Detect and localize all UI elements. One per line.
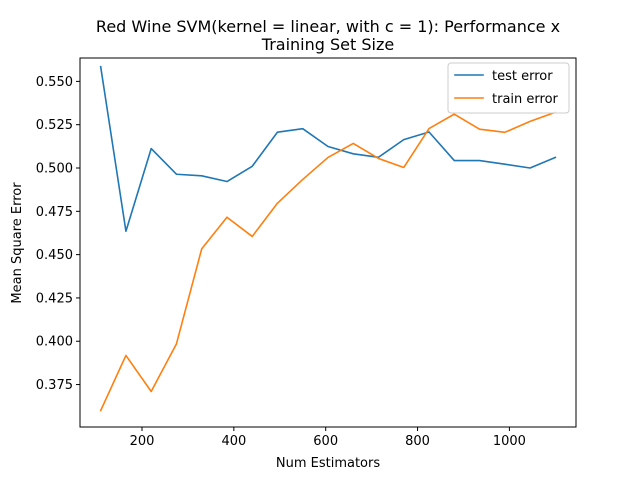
chart-title-line-1: Red Wine SVM(kernel = linear, with c = 1… [96, 17, 560, 36]
series-line-test-error [99, 65, 557, 233]
y-tick-label: 0.475 [36, 205, 73, 220]
y-tick-label: 0.375 [36, 378, 73, 393]
legend-label-train-error: train error [492, 92, 559, 107]
legend: test error train error [447, 62, 570, 114]
plot-frame [79, 57, 577, 428]
x-tick-label: 200 [130, 434, 155, 449]
y-tick-label: 0.525 [36, 118, 73, 133]
ticks-layer: 200 400 600 800 1000 0.375 0.400 0.425 0.450 0.47… [36, 75, 526, 449]
x-tick-label: 600 [313, 434, 338, 449]
y-tick-label: 0.425 [36, 291, 73, 306]
plot-area [80, 58, 576, 427]
y-tick-label: 0.450 [36, 248, 73, 263]
y-axis-label: Mean Square Error [10, 182, 25, 304]
y-tick-label: 0.400 [36, 335, 73, 350]
x-axis-label: Num Estimators [276, 456, 380, 471]
y-tick-label: 0.500 [36, 162, 73, 177]
x-tick-label: 800 [405, 434, 430, 449]
y-tick-label: 0.550 [36, 75, 73, 90]
series-line-train-error [99, 111, 557, 412]
series-layer [99, 65, 557, 412]
chart-title-line-2: Training Set Size [261, 35, 394, 54]
x-tick-label: 400 [221, 434, 246, 449]
legend-label-test-error: test error [492, 69, 553, 84]
x-tick-label: 1000 [493, 434, 526, 449]
